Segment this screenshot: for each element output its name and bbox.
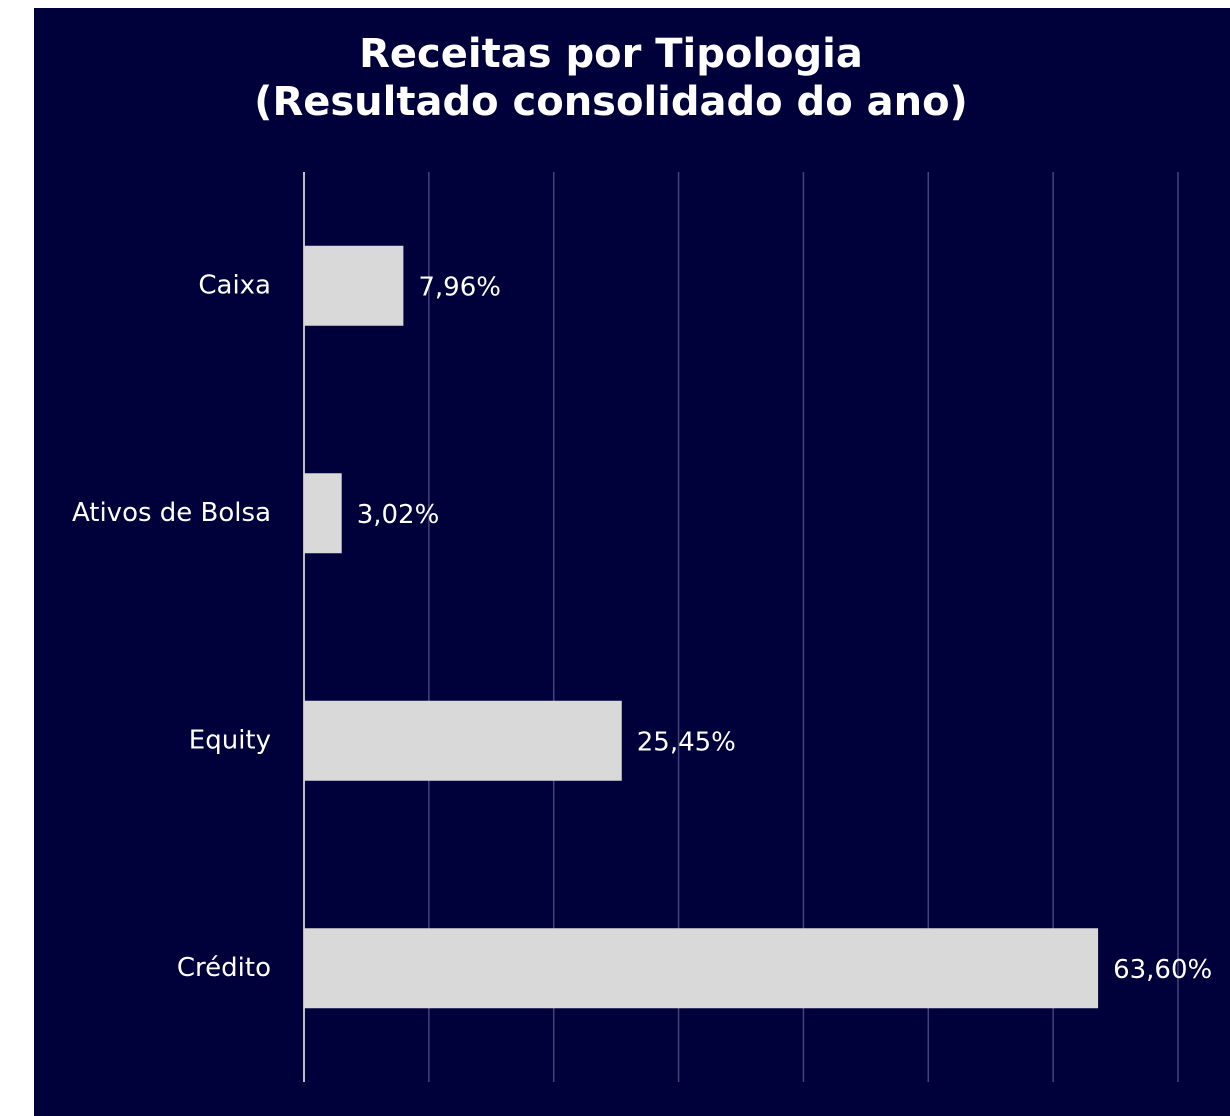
y-tick-label: Ativos de Bolsa (72, 498, 271, 528)
y-tick-label: Crédito (177, 953, 271, 983)
data-label: 7,96% (418, 272, 501, 302)
y-tick-label: Caixa (198, 270, 271, 300)
data-label: 3,02% (357, 500, 440, 530)
data-label: 63,60% (1113, 955, 1212, 985)
bar (304, 245, 404, 326)
bar (304, 928, 1099, 1009)
chart-title: Receitas por Tipologia (Resultado consol… (254, 31, 968, 125)
bar (304, 700, 622, 781)
y-tick-label: Equity (189, 725, 271, 755)
bar (304, 473, 342, 554)
data-label: 25,45% (637, 727, 736, 757)
